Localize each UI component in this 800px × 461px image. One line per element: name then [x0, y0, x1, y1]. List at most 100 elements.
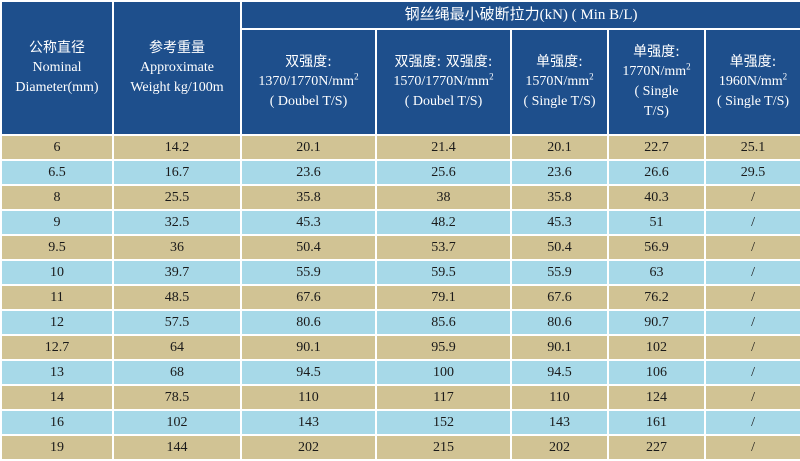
- strength-2-sup: 2: [489, 71, 494, 82]
- cell-strength-3: 20.1: [510, 134, 609, 161]
- strength-5-cn: 单强度:: [729, 54, 777, 70]
- strength-4-line3: T/S): [644, 104, 669, 119]
- cell-strength-5: /: [703, 184, 800, 211]
- strength-5-sup: 2: [782, 71, 788, 82]
- cell-diameter: 11: [0, 284, 114, 311]
- cell-strength-4: 51: [607, 209, 706, 236]
- cell-diameter: 9.5: [0, 234, 114, 261]
- cell-strength-5: /: [703, 434, 800, 461]
- table-row: 13 68 94.5 100 94.5 106/: [0, 359, 800, 386]
- header-diameter-en1: Nominal: [32, 60, 82, 75]
- cell-diameter: 16: [0, 409, 114, 436]
- strength-4-cn: 单强度:: [633, 44, 680, 60]
- table-body: 6 14.2 20.1 21.4 20.1 22.7 25.1 6.5 16.7 23.6 25.6…: [0, 134, 800, 461]
- cell-strength-5: 29.5: [703, 159, 800, 186]
- cell-strength-2: 59.5: [375, 259, 512, 286]
- table-row: 16 102 143 152 143 161/: [0, 409, 800, 436]
- strength-1-line1: 1370/1770N/mm: [258, 74, 355, 89]
- cell-strength-4: 22.7: [607, 134, 706, 161]
- cell-strength-4: 227: [607, 434, 706, 461]
- cell-weight: 14.2: [112, 134, 242, 161]
- cell-strength-1: 90.1: [240, 334, 377, 361]
- cell-strength-2: 25.6: [375, 159, 512, 186]
- table-row: 6.5 16.7 23.6 25.6 23.6 26.6 29.5: [0, 159, 800, 186]
- cell-weight: 64: [112, 334, 242, 361]
- header-row-strengths: 双强度: 1370/1770N/mm2 ( Doubel T/S) 双强度: 双…: [1, 28, 800, 136]
- table-row: 6 14.2 20.1 21.4 20.1 22.7 25.1: [0, 134, 800, 161]
- header-diameter-en2: Diameter(mm): [15, 80, 99, 95]
- cell-weight: 25.5: [112, 184, 242, 211]
- cell-strength-3: 80.6: [510, 309, 609, 336]
- cell-diameter: 19: [0, 434, 114, 461]
- cell-strength-1: 143: [240, 409, 377, 436]
- header-row-title: 公称直径 Nominal Diameter(mm) 参考重量 Approxima…: [0, 0, 800, 136]
- table-row: 12 57.5 80.6 85.6 80.6 90.7/: [0, 309, 800, 336]
- cell-strength-2: 21.4: [375, 134, 512, 161]
- cell-strength-2: 117: [375, 384, 512, 411]
- cell-strength-5: /: [703, 334, 800, 361]
- strength-3-line1: 1570N/mm: [525, 74, 590, 89]
- strength-4-line2: ( Single: [634, 84, 679, 99]
- header-weight-en2: Weight kg/100m: [130, 80, 224, 95]
- cell-strength-2: 38: [375, 184, 512, 211]
- strength-3-cn: 单强度:: [536, 54, 583, 70]
- cell-strength-3: 67.6: [510, 284, 609, 311]
- cell-diameter: 10: [0, 259, 114, 286]
- cell-strength-1: 45.3: [240, 209, 377, 236]
- strength-1-sup: 2: [354, 71, 359, 82]
- cell-strength-3: 35.8: [510, 184, 609, 211]
- cell-diameter: 12.7: [0, 334, 114, 361]
- header-strength-1: 双强度: 1370/1770N/mm2 ( Doubel T/S): [240, 28, 377, 136]
- cell-strength-4: 106: [607, 359, 706, 386]
- cell-strength-3: 50.4: [510, 234, 609, 261]
- cell-weight: 36: [112, 234, 242, 261]
- header-weight-en1: Approximate: [140, 60, 214, 75]
- strength-2-line2: ( Doubel T/S): [404, 94, 483, 109]
- header-diameter-cn: 公称直径: [29, 40, 85, 56]
- cell-strength-4: 161: [607, 409, 706, 436]
- cell-strength-1: 55.9: [240, 259, 377, 286]
- cell-strength-2: 152: [375, 409, 512, 436]
- strength-3-sup: 2: [589, 71, 594, 82]
- table-row: 11 48.5 67.6 79.1 67.6 76.2/: [0, 284, 800, 311]
- cell-strength-5: /: [703, 309, 800, 336]
- cell-diameter: 9: [0, 209, 114, 236]
- cell-strength-4: 76.2: [607, 284, 706, 311]
- strength-1-line2: ( Doubel T/S): [269, 94, 348, 109]
- header-strength-2: 双强度: 双强度: 1570/1770N/mm2 ( Doubel T/S): [375, 28, 512, 136]
- cell-strength-1: 94.5: [240, 359, 377, 386]
- cell-diameter: 6.5: [0, 159, 114, 186]
- table-row: 12.7 64 90.1 95.9 90.1 102/: [0, 334, 800, 361]
- cell-strength-5: /: [703, 409, 800, 436]
- cell-strength-2: 95.9: [375, 334, 512, 361]
- strength-2-line1: 1570/1770N/mm: [393, 74, 490, 89]
- cell-diameter: 12: [0, 309, 114, 336]
- table-row: 14 78.5 110 117 110 124/: [0, 384, 800, 411]
- cell-strength-5: /: [703, 384, 800, 411]
- cell-strength-5: /: [703, 234, 800, 261]
- cell-strength-5: /: [703, 209, 800, 236]
- header-strength-5: 单强度: 1960N/mm2 ( Single T/S): [703, 28, 800, 136]
- cell-strength-2: 53.7: [375, 234, 512, 261]
- cell-strength-2: 79.1: [375, 284, 512, 311]
- cell-strength-3: 110: [510, 384, 609, 411]
- cell-strength-3: 45.3: [510, 209, 609, 236]
- cell-diameter: 6: [0, 134, 114, 161]
- cell-weight: 57.5: [112, 309, 242, 336]
- cell-strength-1: 50.4: [240, 234, 377, 261]
- header-strength-3: 单强度: 1570N/mm2 ( Single T/S): [510, 28, 609, 136]
- header-diameter: 公称直径 Nominal Diameter(mm): [0, 0, 114, 136]
- cell-strength-4: 102: [607, 334, 706, 361]
- cell-diameter: 13: [0, 359, 114, 386]
- cell-weight: 144: [112, 434, 242, 461]
- table-row: 10 39.7 55.9 59.5 55.9 63/: [0, 259, 800, 286]
- table-row: 8 25.5 35.8 38 35.8 40.3/: [0, 184, 800, 211]
- strength-4-sup: 2: [686, 61, 691, 72]
- strength-1-cn: 双强度:: [285, 54, 332, 70]
- cell-strength-4: 63: [607, 259, 706, 286]
- cell-strength-3: 94.5: [510, 359, 609, 386]
- cell-diameter: 8: [0, 184, 114, 211]
- cell-strength-3: 202: [510, 434, 609, 461]
- cell-strength-2: 100: [375, 359, 512, 386]
- cell-strength-2: 48.2: [375, 209, 512, 236]
